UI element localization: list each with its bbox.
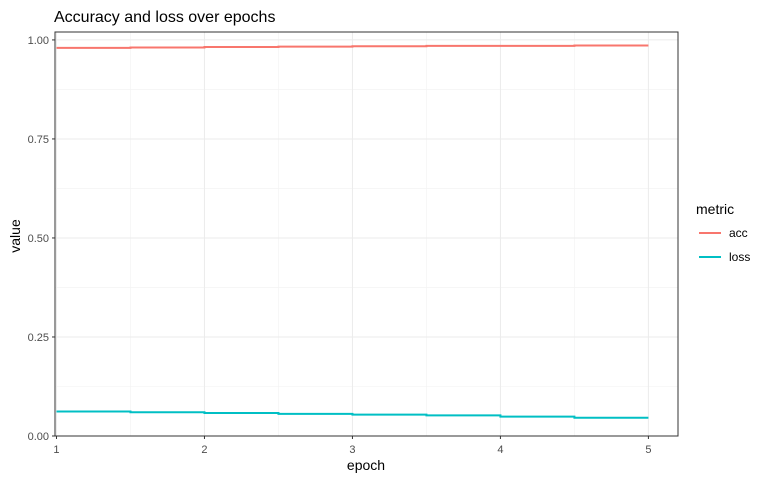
legend-item-loss: loss [699,250,750,264]
x-tick-label: 1 [53,444,59,456]
plot-border [54,31,679,437]
y-axis-label: value [7,219,23,253]
y-tick-label: 0.00 [28,431,49,443]
chart-title: Accuracy and loss over epochs [54,9,275,26]
x-tick-label: 5 [645,444,651,456]
y-tick-label: 0.75 [28,134,49,146]
series-line-loss [56,410,649,419]
x-tick-label: 2 [201,444,207,456]
series-lines [56,44,649,419]
x-axis-label: epoch [347,457,385,473]
series-line-acc [56,44,649,49]
x-tick-label: 4 [497,444,503,456]
legend: metric acc loss [696,201,750,264]
y-tick-label: 1.00 [28,35,49,47]
y-tick-label: 0.50 [28,233,49,245]
legend-label-acc: acc [729,226,748,240]
y-tick-label: 0.25 [28,332,49,344]
grid [55,32,678,437]
axis-ticks: 0.00 0.25 0.50 0.75 1.00 1 2 3 4 5 [28,35,652,456]
legend-title: metric [696,201,734,217]
legend-label-loss: loss [729,250,750,264]
legend-item-acc: acc [699,226,748,240]
x-tick-label: 3 [349,444,355,456]
